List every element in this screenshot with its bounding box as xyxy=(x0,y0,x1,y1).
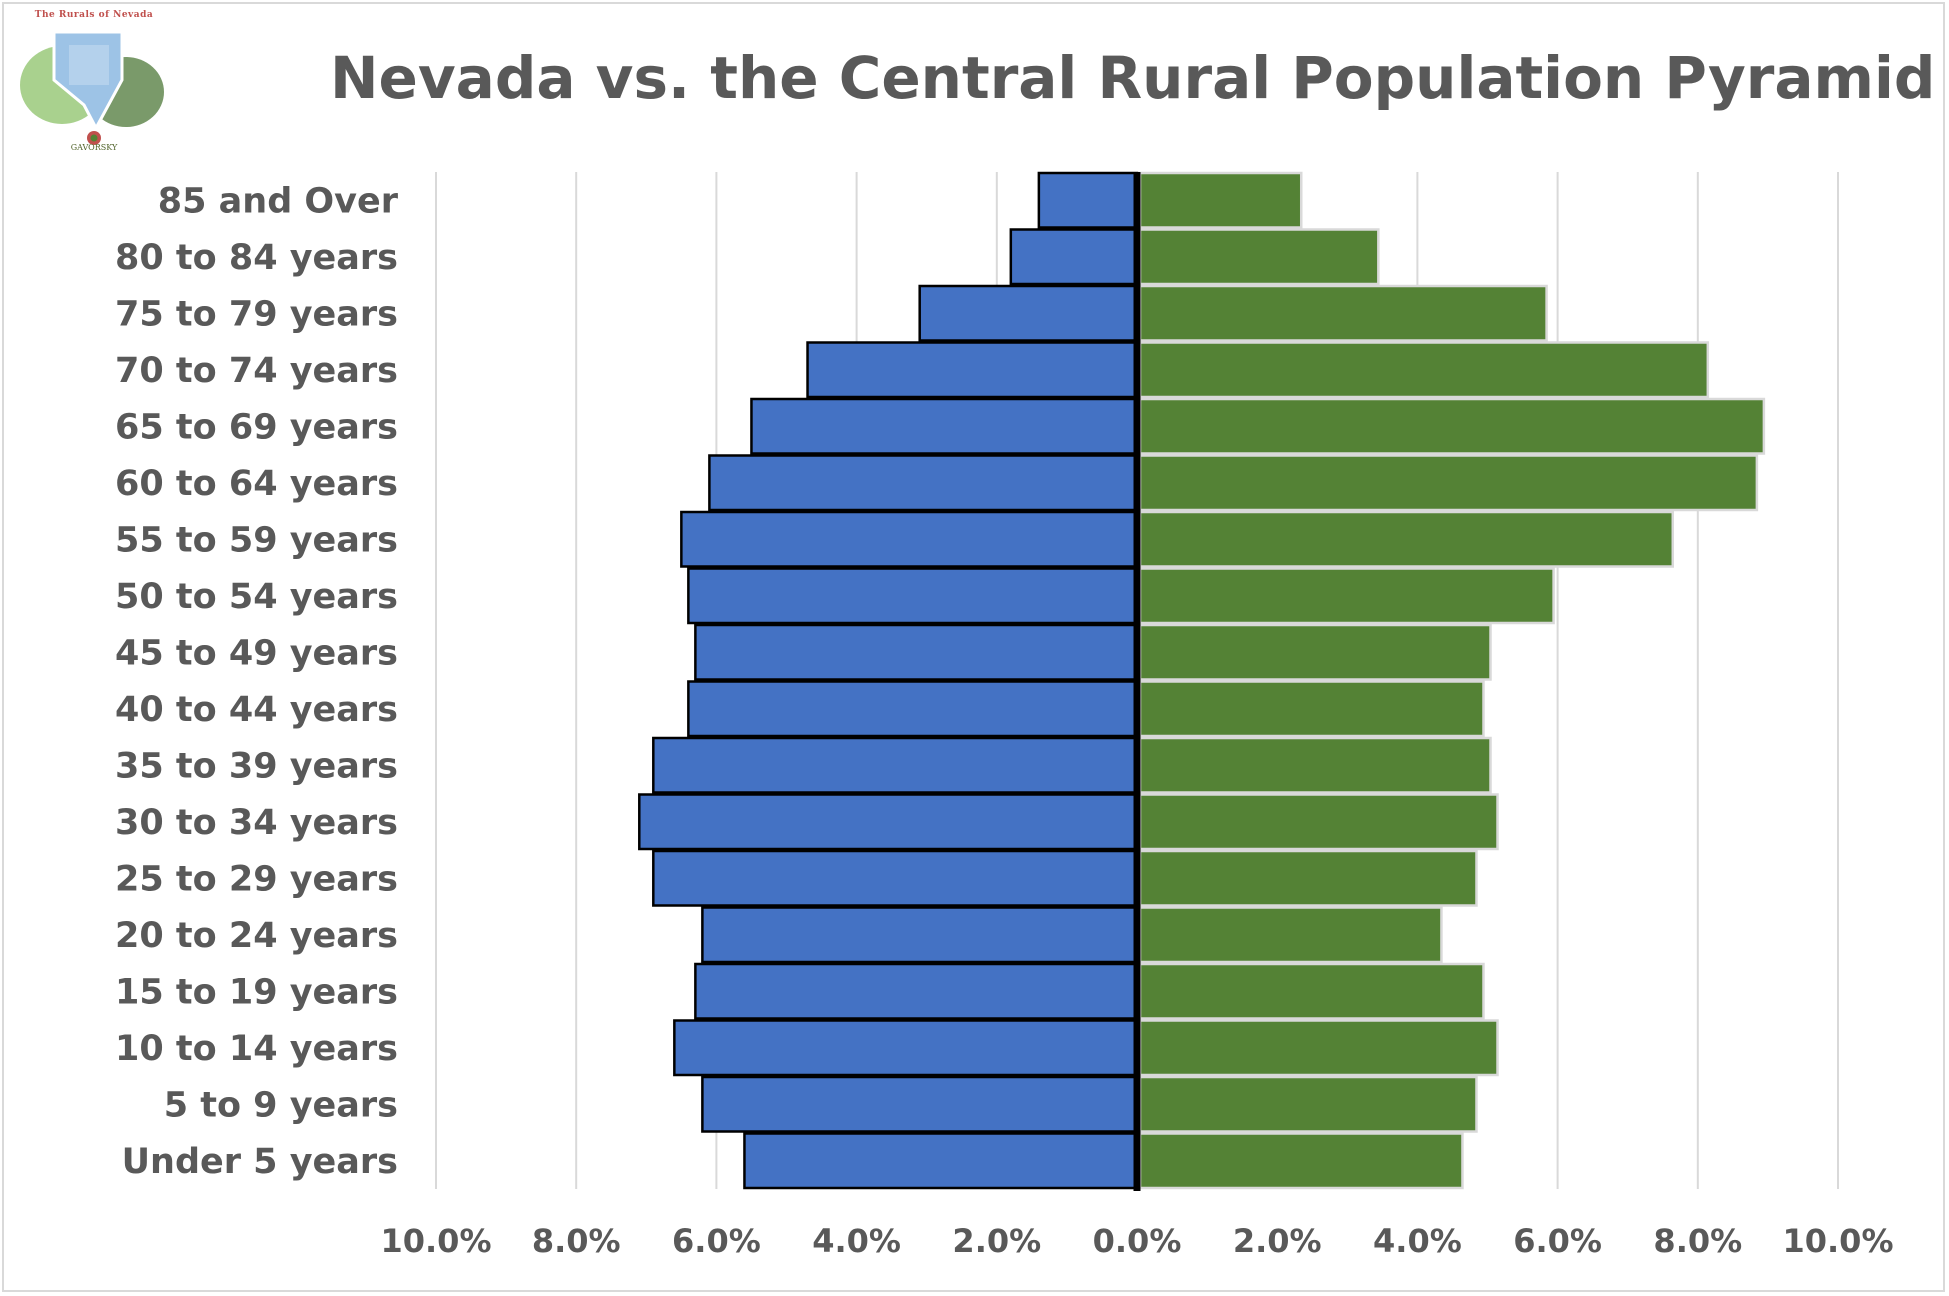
category-label: 20 to 24 years xyxy=(115,916,398,956)
x-tick-label: 4.0% xyxy=(1373,1222,1462,1260)
bar-left xyxy=(750,397,1139,455)
logo-name: GAVORSKY xyxy=(70,143,118,152)
category-label: 45 to 49 years xyxy=(115,633,398,673)
category-label: 65 to 69 years xyxy=(115,407,398,447)
bar-left xyxy=(687,567,1139,625)
bar-right xyxy=(1138,510,1675,568)
bar-left xyxy=(694,962,1139,1020)
x-tick-label: 2.0% xyxy=(1233,1222,1322,1260)
bar-right xyxy=(1138,1019,1499,1077)
category-label: 80 to 84 years xyxy=(115,238,398,278)
bar-left xyxy=(673,1019,1139,1077)
x-tick-label: 2.0% xyxy=(952,1222,1041,1260)
x-tick-label: 6.0% xyxy=(1513,1222,1602,1260)
bar-left xyxy=(652,736,1139,794)
category-label: 50 to 54 years xyxy=(115,577,398,617)
category-label: 25 to 29 years xyxy=(115,859,398,899)
bar-right xyxy=(1138,228,1380,286)
category-label: 5 to 9 years xyxy=(164,1085,398,1125)
bar-left xyxy=(806,341,1139,399)
bar-left xyxy=(1037,171,1139,229)
bar-left xyxy=(1009,228,1139,286)
bar-right xyxy=(1138,962,1485,1020)
bar-right xyxy=(1138,680,1485,738)
category-label: 35 to 39 years xyxy=(115,746,398,786)
bar-right xyxy=(1138,1075,1478,1133)
x-tick-label: 8.0% xyxy=(532,1222,621,1260)
chart-title: Nevada vs. the Central Rural Population … xyxy=(330,44,1936,112)
bar-right xyxy=(1138,397,1766,455)
bar-right xyxy=(1138,736,1492,794)
bar-left xyxy=(652,849,1139,907)
x-tick-label: 10.0% xyxy=(1782,1222,1893,1260)
category-label: Under 5 years xyxy=(122,1142,398,1182)
bar-left xyxy=(680,510,1139,568)
bar-left xyxy=(743,1132,1139,1190)
bar-right xyxy=(1138,906,1443,964)
bar-left xyxy=(701,906,1139,964)
category-label: 75 to 79 years xyxy=(115,294,398,334)
category-label: 40 to 44 years xyxy=(115,690,398,730)
logo: The Rurals of Nevada GAVORSKY xyxy=(14,10,174,160)
category-label: 85 and Over xyxy=(158,181,399,221)
x-tick-label: 0.0% xyxy=(1093,1222,1182,1260)
x-tick-label: 4.0% xyxy=(812,1222,901,1260)
x-tick-label: 6.0% xyxy=(672,1222,761,1260)
bar-left xyxy=(918,284,1139,342)
category-label: 55 to 59 years xyxy=(115,520,398,560)
bar-left xyxy=(694,623,1139,681)
logo-caption: The Rurals of Nevada xyxy=(34,10,154,20)
bar-right xyxy=(1138,1132,1464,1190)
category-label: 60 to 64 years xyxy=(115,464,398,504)
bar-right xyxy=(1138,284,1548,342)
category-label: 15 to 19 years xyxy=(115,972,398,1012)
bar-left xyxy=(708,454,1139,512)
bar-left xyxy=(638,793,1139,851)
bar-right xyxy=(1138,793,1499,851)
logo-graphic-icon xyxy=(20,30,164,145)
x-tick-label: 10.0% xyxy=(380,1222,491,1260)
category-label: 30 to 34 years xyxy=(115,803,398,843)
x-tick-label: 8.0% xyxy=(1653,1222,1742,1260)
bar-right xyxy=(1138,454,1759,512)
bar-right xyxy=(1138,567,1555,625)
bar-right xyxy=(1138,849,1478,907)
bar-left xyxy=(687,680,1139,738)
bar-left xyxy=(701,1075,1139,1133)
category-label: 10 to 14 years xyxy=(115,1029,398,1069)
bar-right xyxy=(1138,623,1492,681)
bar-right xyxy=(1138,341,1710,399)
category-label: 70 to 74 years xyxy=(115,351,398,391)
bar-right xyxy=(1138,171,1303,229)
